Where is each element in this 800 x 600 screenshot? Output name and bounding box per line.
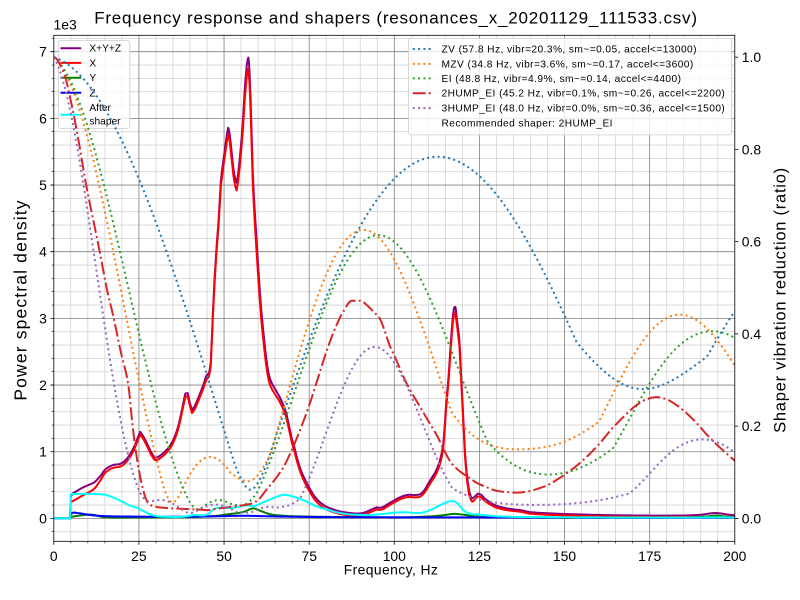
svg-text:Recommended shaper: 2HUMP_EI: Recommended shaper: 2HUMP_EI <box>442 119 613 130</box>
svg-text:EI (48.8 Hz, vibr=4.9%, sm~=0.: EI (48.8 Hz, vibr=4.9%, sm~=0.14, accel<… <box>442 74 682 85</box>
svg-text:200: 200 <box>723 548 746 564</box>
svg-text:5: 5 <box>39 177 47 193</box>
svg-text:0.6: 0.6 <box>742 234 762 250</box>
svg-text:6: 6 <box>39 110 47 126</box>
svg-text:0: 0 <box>50 548 58 564</box>
svg-text:Frequency, Hz: Frequency, Hz <box>344 562 439 578</box>
svg-text:100: 100 <box>383 548 406 564</box>
svg-text:1.0: 1.0 <box>742 49 762 65</box>
svg-text:MZV (34.8 Hz, vibr=3.6%, sm~=0: MZV (34.8 Hz, vibr=3.6%, sm~=0.17, accel… <box>442 59 694 70</box>
svg-text:Shaper vibration reduction (ra: Shaper vibration reduction (ratio) <box>772 167 790 433</box>
svg-text:150: 150 <box>553 548 576 564</box>
svg-text:1: 1 <box>39 444 47 460</box>
svg-text:75: 75 <box>301 548 317 564</box>
svg-text:25: 25 <box>131 548 147 564</box>
svg-text:Z: Z <box>89 88 95 99</box>
svg-text:3HUMP_EI (48.0 Hz, vibr=0.0%,: 3HUMP_EI (48.0 Hz, vibr=0.0%, sm~=0.36, … <box>442 104 726 115</box>
svg-text:4: 4 <box>39 244 47 260</box>
svg-text:50: 50 <box>216 548 232 564</box>
svg-text:Y: Y <box>89 73 96 84</box>
svg-text:125: 125 <box>468 548 491 564</box>
svg-text:0.4: 0.4 <box>742 326 762 342</box>
svg-text:ZV (57.8 Hz, vibr=20.3%, sm~=0: ZV (57.8 Hz, vibr=20.3%, sm~=0.05, accel… <box>442 45 697 56</box>
svg-text:0: 0 <box>39 510 47 526</box>
svg-text:2HUMP_EI (45.2 Hz, vibr=0.1%,: 2HUMP_EI (45.2 Hz, vibr=0.1%, sm~=0.26, … <box>442 89 726 100</box>
svg-text:175: 175 <box>638 548 661 564</box>
svg-text:shaper: shaper <box>89 117 121 128</box>
svg-text:3: 3 <box>39 310 47 326</box>
svg-text:Frequency response and shapers: Frequency response and shapers (resonanc… <box>94 9 698 28</box>
svg-text:X+Y+Z: X+Y+Z <box>89 44 121 55</box>
svg-text:0.8: 0.8 <box>742 141 762 157</box>
svg-text:2: 2 <box>39 377 47 393</box>
svg-text:7: 7 <box>39 44 47 60</box>
svg-text:0.2: 0.2 <box>742 418 762 434</box>
svg-text:0.0: 0.0 <box>742 510 762 526</box>
svg-text:Power spectral density: Power spectral density <box>11 199 31 400</box>
svg-text:1e3: 1e3 <box>54 17 77 33</box>
svg-text:After: After <box>89 103 111 114</box>
svg-text:X: X <box>89 58 96 69</box>
